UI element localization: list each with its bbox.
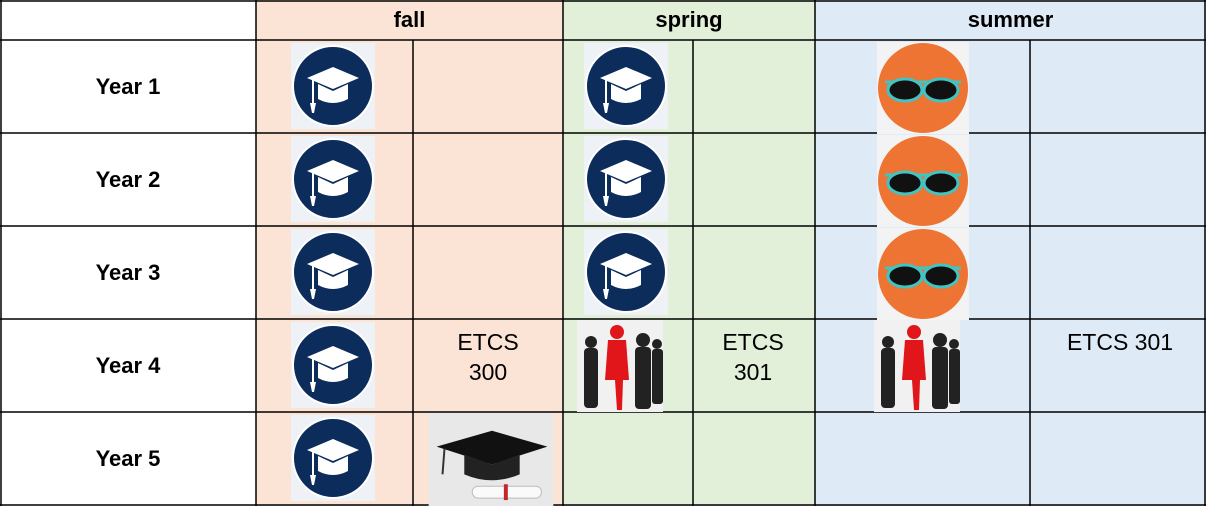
- row-label: Year 2: [95, 166, 161, 192]
- course-note: ETCS 301: [1066, 329, 1174, 355]
- row-label: Year 4: [95, 352, 161, 378]
- row-label: Year 5: [95, 445, 161, 471]
- row-label: Year 1: [95, 73, 161, 99]
- course-note: ETCS 300: [457, 329, 519, 385]
- course-note: ETCS 301: [722, 329, 784, 385]
- header-spring: spring: [655, 7, 723, 32]
- row-label: Year 3: [95, 259, 161, 285]
- header-summer: summer: [967, 7, 1054, 32]
- header-fall: fall: [393, 7, 426, 32]
